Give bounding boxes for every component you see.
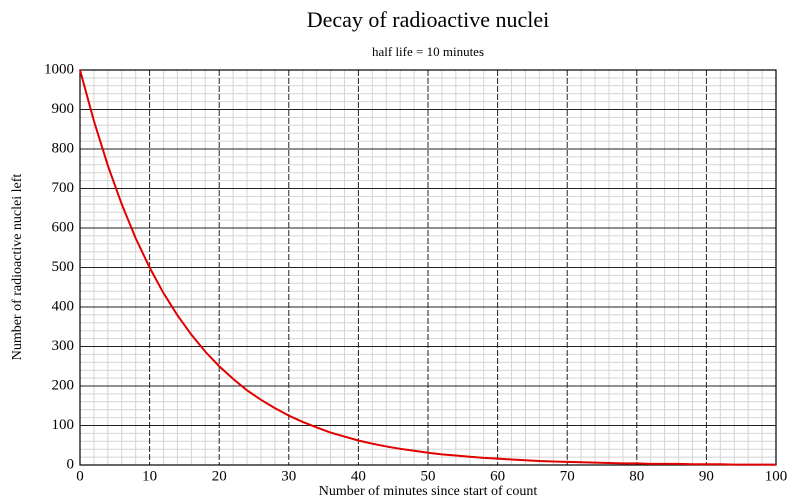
y-tick-label: 400: [52, 298, 75, 314]
y-tick-label: 500: [52, 259, 75, 275]
x-tick-label: 20: [212, 468, 227, 484]
x-tick-label: 0: [76, 468, 84, 484]
chart-subtitle: half life = 10 minutes: [372, 44, 484, 59]
y-tick-label: 300: [52, 338, 75, 354]
y-axis-label: Number of radioactive nuclei left: [10, 174, 25, 361]
y-tick-label: 100: [52, 417, 75, 433]
x-tick-label: 90: [699, 468, 714, 484]
x-axis-label: Number of minutes since start of count: [319, 484, 538, 499]
y-tick-label: 900: [52, 101, 75, 117]
plot-frame: [79, 69, 777, 466]
y-tick-label: 600: [52, 219, 75, 235]
x-tick-label: 40: [351, 468, 366, 484]
x-tick-label: 80: [629, 468, 644, 484]
y-tick-label: 700: [52, 180, 75, 196]
y-tick-label: 0: [67, 456, 75, 472]
x-tick-label: 60: [490, 468, 505, 484]
x-tick-label: 70: [560, 468, 575, 484]
chart-title: Decay of radioactive nuclei: [307, 7, 549, 32]
x-tick-label: 10: [142, 468, 157, 484]
y-tick-label: 800: [52, 140, 75, 156]
y-tick-label: 1000: [44, 61, 74, 77]
y-tick-label: 200: [52, 377, 75, 393]
x-tick-label: 50: [421, 468, 436, 484]
data-line: [79, 69, 776, 466]
x-tick-label: 100: [765, 468, 788, 484]
x-tick-label: 30: [281, 468, 296, 484]
